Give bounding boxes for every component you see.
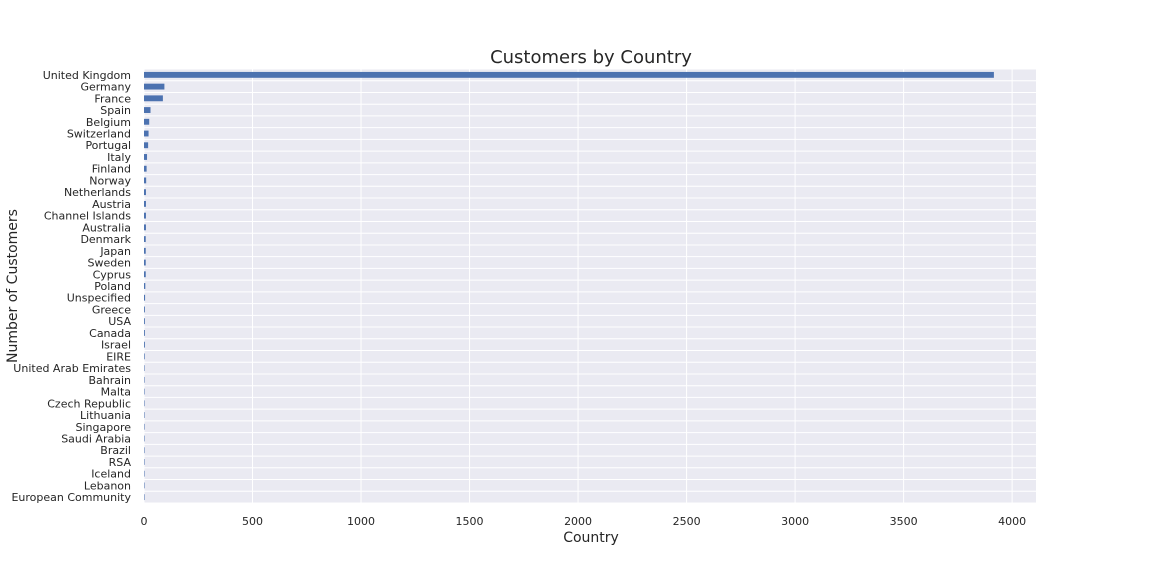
y-tick-label: Australia xyxy=(82,221,131,234)
y-tick-label: Japan xyxy=(99,245,131,258)
y-tick-label: Greece xyxy=(92,303,131,316)
bar xyxy=(144,306,145,313)
y-tick-label: Lebanon xyxy=(84,479,131,492)
x-tick-labels: 0 500 1000 1500 2000 2500 3000 3500 4000 xyxy=(141,515,1027,528)
bar xyxy=(144,376,145,383)
bars xyxy=(144,71,994,501)
y-tick-label: Switzerland xyxy=(67,128,131,141)
y-tick-label: Unspecified xyxy=(67,292,131,305)
bar xyxy=(144,329,145,336)
bar xyxy=(144,224,146,231)
y-tick-label: USA xyxy=(108,315,131,328)
bar xyxy=(144,494,145,501)
y-tick-labels: United KingdomGermanyFranceSpainBelgiumS… xyxy=(11,69,131,504)
y-tick-label: Cyprus xyxy=(93,268,132,281)
y-tick-label: Italy xyxy=(107,151,131,164)
bar xyxy=(144,283,146,289)
bar xyxy=(144,118,150,125)
bar xyxy=(144,142,149,149)
bar xyxy=(144,435,145,442)
bar xyxy=(144,200,146,207)
bar xyxy=(144,423,145,430)
bar xyxy=(144,189,146,196)
bar xyxy=(144,318,145,325)
y-tick-label: Channel Islands xyxy=(44,210,131,223)
y-tick-label: Finland xyxy=(92,163,131,176)
x-tick-label: 1000 xyxy=(347,515,375,528)
y-tick-label: EIRE xyxy=(106,350,131,363)
bar xyxy=(144,212,146,219)
y-tick-label: Singapore xyxy=(76,421,132,434)
y-tick-label: Belgium xyxy=(86,116,131,129)
x-tick-label: 2500 xyxy=(673,515,701,528)
bar xyxy=(144,130,149,137)
bar xyxy=(144,165,147,172)
y-tick-label: Spain xyxy=(100,104,131,117)
bar xyxy=(144,95,163,102)
x-tick-label: 3000 xyxy=(781,515,809,528)
x-tick-label: 3500 xyxy=(890,515,918,528)
bar xyxy=(144,388,145,395)
bar xyxy=(144,482,145,489)
bar xyxy=(144,341,145,348)
y-tick-label: Denmark xyxy=(80,233,131,246)
y-tick-label: Israel xyxy=(101,339,131,352)
x-tick-label: 1500 xyxy=(456,515,484,528)
bar xyxy=(144,271,146,278)
y-tick-label: Iceland xyxy=(91,468,131,481)
bar xyxy=(144,83,165,90)
grid-lines xyxy=(143,68,1036,504)
y-tick-label: Brazil xyxy=(100,444,131,457)
y-tick-label: Netherlands xyxy=(64,186,131,199)
y-tick-label: United Arab Emirates xyxy=(13,362,131,375)
bar xyxy=(144,459,145,465)
bar xyxy=(144,177,147,184)
y-axis-label: Number of Customers xyxy=(5,209,21,363)
y-tick-label: United Kingdom xyxy=(43,69,131,82)
y-tick-label: Canada xyxy=(89,327,131,340)
chart-title: Customers by Country xyxy=(490,47,692,68)
x-tick-label: 4000 xyxy=(998,515,1026,528)
bar xyxy=(144,294,146,301)
y-tick-label: Poland xyxy=(94,280,131,293)
x-tick-label: 0 xyxy=(141,515,148,528)
bar xyxy=(144,236,146,243)
x-tick-label: 500 xyxy=(242,515,263,528)
y-tick-label: Bahrain xyxy=(88,374,131,387)
bar xyxy=(144,107,151,113)
x-axis-label: Country xyxy=(563,530,619,546)
y-tick-label: Saudi Arabia xyxy=(61,432,131,445)
y-tick-label: Lithuania xyxy=(80,409,131,422)
bar xyxy=(144,412,145,418)
y-tick-label: Czech Republic xyxy=(47,397,131,410)
bar xyxy=(144,259,146,266)
y-tick-label: European Community xyxy=(11,491,131,504)
y-tick-label: RSA xyxy=(109,456,132,469)
bar xyxy=(144,247,146,254)
y-tick-label: Portugal xyxy=(85,139,131,152)
y-tick-label: Norway xyxy=(89,174,131,187)
bar xyxy=(144,71,994,78)
y-tick-label: Germany xyxy=(80,81,131,94)
bar xyxy=(144,353,145,360)
bar xyxy=(144,447,145,454)
y-tick-label: Malta xyxy=(101,386,131,399)
bar xyxy=(144,400,145,407)
bar xyxy=(144,154,148,160)
bar xyxy=(144,365,145,372)
bar xyxy=(144,470,145,477)
y-tick-label: Austria xyxy=(92,198,131,211)
y-tick-label: Sweden xyxy=(88,257,131,270)
x-tick-label: 2000 xyxy=(564,515,592,528)
plot-area xyxy=(144,69,1036,503)
y-tick-label: France xyxy=(94,92,131,105)
